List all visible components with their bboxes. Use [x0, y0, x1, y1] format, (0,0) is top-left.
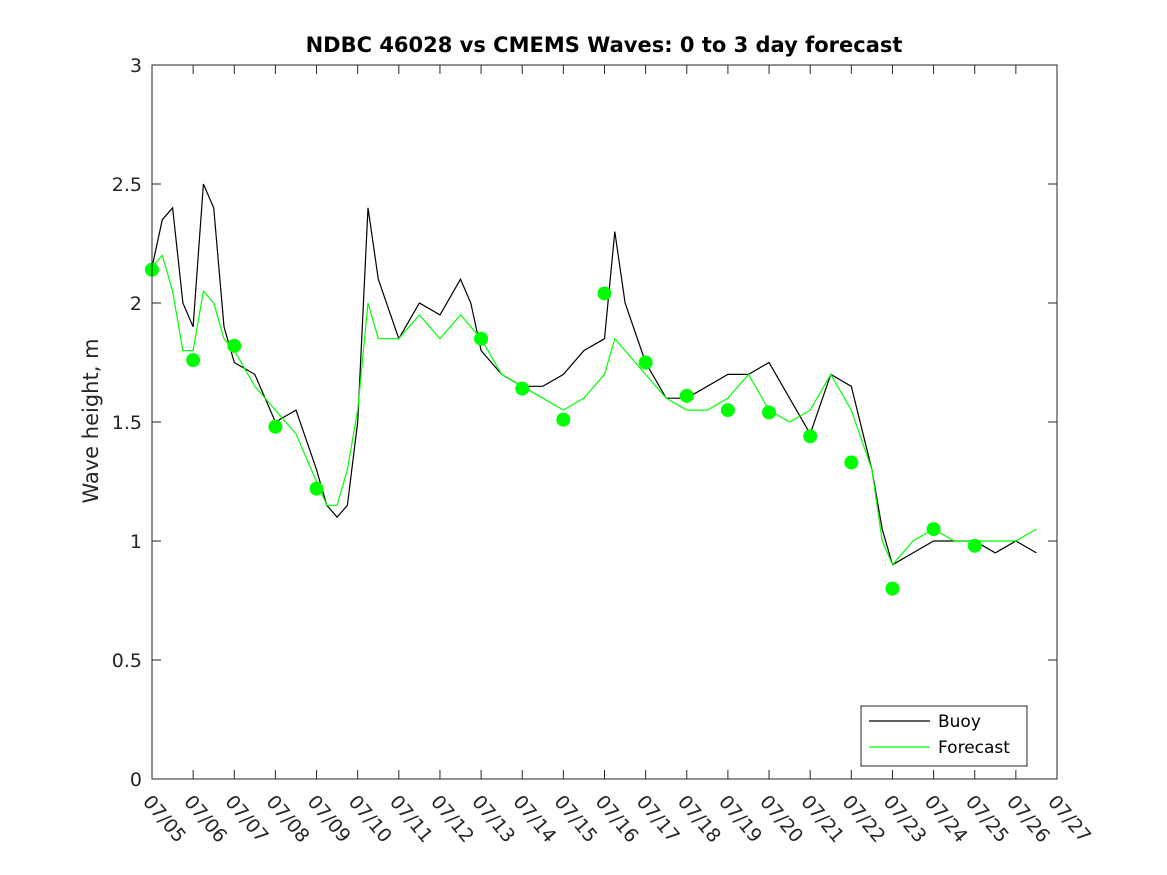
x-tick-label: 07/25: [961, 791, 1013, 847]
x-tick-label: 07/13: [467, 791, 519, 847]
x-tick-label: 07/07: [220, 791, 272, 847]
analysis-point: [720, 403, 735, 418]
axes-box: [151, 64, 1058, 780]
x-tick-label: 07/15: [550, 791, 602, 847]
y-tick-label: 1: [130, 531, 142, 553]
analysis-point: [638, 355, 653, 370]
legend-buoy-label: Buoy: [938, 712, 981, 732]
x-tick-label: 07/17: [632, 791, 684, 847]
analysis-point: [227, 338, 242, 353]
x-tick-label: 07/19: [714, 791, 766, 847]
legend: Buoy Forecast: [860, 705, 1028, 767]
analysis-point: [885, 581, 900, 596]
analysis-point: [967, 538, 982, 553]
series-forecast-line: [151, 254, 1037, 566]
x-tick-label: 07/11: [385, 791, 437, 847]
analysis-point: [515, 381, 530, 396]
analysis-point: [268, 419, 283, 434]
x-tick-label: 07/23: [879, 791, 931, 847]
analysis-point: [803, 429, 818, 444]
analysis-point: [474, 331, 489, 346]
y-tick-label: 3: [130, 55, 142, 77]
x-tick-label: 07/14: [508, 791, 560, 847]
analysis-point: [556, 412, 571, 427]
legend-box: [860, 705, 1028, 767]
x-tick-label: 07/27: [1043, 791, 1095, 847]
legend-forecast-label: Forecast: [938, 738, 1010, 758]
y-tick-label: 2: [130, 293, 142, 315]
analysis-point: [309, 481, 324, 496]
y-tick-label: 0.5: [112, 650, 142, 672]
x-tick-label: 07/09: [303, 791, 355, 847]
chart-title: NDBC 46028 vs CMEMS Waves: 0 to 3 day fo…: [306, 33, 903, 57]
x-tick-label: 07/20: [755, 791, 807, 847]
y-axis-label: Wave height, m: [79, 338, 103, 503]
analysis-point: [186, 353, 201, 368]
x-tick-label: 07/08: [262, 791, 314, 847]
x-tick-label: 07/10: [344, 791, 396, 847]
analysis-point: [762, 405, 777, 420]
series-buoy-line: [151, 183, 1037, 566]
analysis-point: [679, 388, 694, 403]
x-tick-label: 07/26: [1002, 791, 1054, 847]
x-tick-label: 07/06: [179, 791, 231, 847]
x-tick-label: 07/21: [796, 791, 848, 847]
x-tick-label: 07/18: [673, 791, 725, 847]
x-tick-label: 07/22: [837, 791, 889, 847]
y-tick-label: 0: [130, 769, 142, 791]
analysis-point: [926, 522, 941, 537]
x-tick-label: 07/05: [138, 791, 190, 847]
y-tick-label: 2.5: [112, 174, 142, 196]
y-tick-label: 1.5: [112, 412, 142, 434]
analysis-point: [597, 286, 612, 301]
x-tick-label: 07/12: [426, 791, 478, 847]
plot-area: [145, 183, 1037, 596]
x-tick-label: 07/24: [920, 791, 972, 847]
analysis-point: [844, 455, 859, 470]
x-tick-label: 07/16: [591, 791, 643, 847]
